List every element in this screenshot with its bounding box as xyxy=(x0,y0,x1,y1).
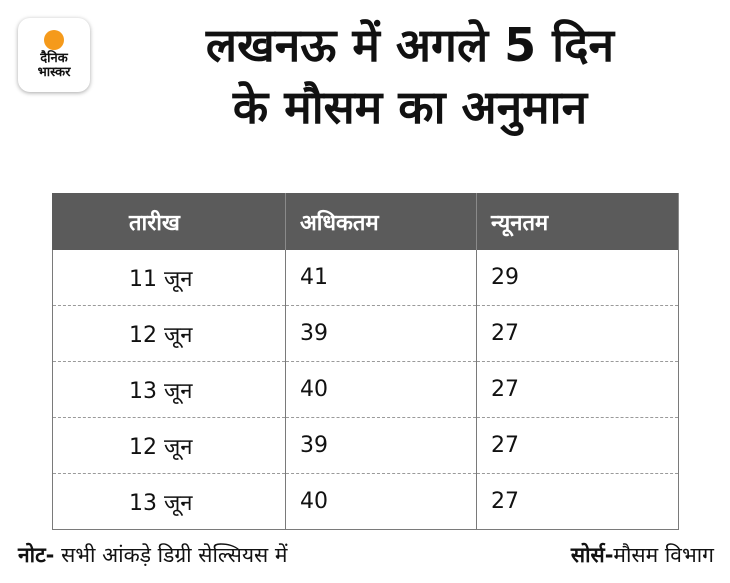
cell-date: 12 जून xyxy=(52,417,286,474)
cell-max: 40 xyxy=(285,361,477,418)
cell-max: 39 xyxy=(285,417,477,474)
logo-text-line1: दैनिक xyxy=(40,51,68,66)
table-row: 11 जून 41 29 xyxy=(52,250,679,306)
cell-min: 29 xyxy=(476,250,679,306)
cell-min: 27 xyxy=(476,361,679,418)
cell-max: 40 xyxy=(285,473,477,530)
cell-max: 41 xyxy=(285,250,477,306)
table-row: 12 जून 39 27 xyxy=(52,417,679,474)
header-date: तारीख xyxy=(52,193,286,250)
headline-line1: लखनऊ में अगले 5 दिन xyxy=(205,18,615,72)
source-label: सोर्स- xyxy=(570,543,614,567)
header-max: अधिकतम xyxy=(285,193,477,250)
footer-source: सोर्स-मौसम विभाग xyxy=(571,540,714,570)
logo-text-line2: भास्कर xyxy=(37,65,71,80)
source-text: मौसम विभाग xyxy=(613,543,714,567)
cell-max: 39 xyxy=(285,305,477,362)
forecast-table: तारीख अधिकतम न्यूनतम 11 जून 41 29 12 जून… xyxy=(52,193,679,530)
table-row: 13 जून 40 27 xyxy=(52,473,679,530)
cell-min: 27 xyxy=(476,473,679,530)
dainik-bhaskar-logo: दैनिक भास्कर xyxy=(18,18,90,92)
table-header-row: तारीख अधिकतम न्यूनतम xyxy=(52,193,679,250)
headline: लखनऊ में अगले 5 दिन के मौसम का अनुमान xyxy=(100,14,720,138)
cell-date: 12 जून xyxy=(52,305,286,362)
headline-line2: के मौसम का अनुमान xyxy=(232,80,588,134)
note-label: नोट- xyxy=(18,543,55,567)
cell-date: 13 जून xyxy=(52,473,286,530)
cell-min: 27 xyxy=(476,305,679,362)
sun-icon xyxy=(44,30,64,50)
footer-note: नोट- सभी आंकड़े डिग्री सेल्सियस में xyxy=(18,540,287,570)
table-row: 13 जून 40 27 xyxy=(52,361,679,418)
cell-date: 11 जून xyxy=(52,250,286,306)
cell-date: 13 जून xyxy=(52,361,286,418)
header-min: न्यूनतम xyxy=(476,193,679,250)
cell-min: 27 xyxy=(476,417,679,474)
table-row: 12 जून 39 27 xyxy=(52,305,679,362)
note-text: सभी आंकड़े डिग्री सेल्सियस में xyxy=(54,543,288,567)
